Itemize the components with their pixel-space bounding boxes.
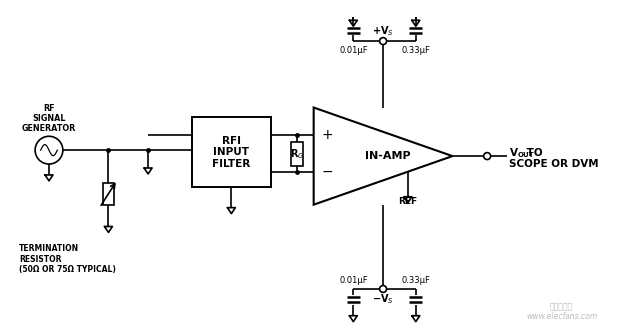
Text: −V$_S$: −V$_S$ — [372, 292, 394, 306]
Text: 0.01μF: 0.01μF — [339, 46, 368, 55]
Text: REF: REF — [398, 197, 417, 206]
Text: 0.33μF: 0.33μF — [401, 275, 430, 284]
Text: 0.01μF: 0.01μF — [339, 275, 368, 284]
Text: RF
SIGNAL
GENERATOR: RF SIGNAL GENERATOR — [22, 104, 76, 133]
Circle shape — [379, 38, 386, 45]
Text: 0.33μF: 0.33μF — [401, 46, 430, 55]
Text: +V$_S$: +V$_S$ — [372, 24, 394, 38]
Text: IN-AMP: IN-AMP — [365, 151, 411, 161]
Text: TO: TO — [523, 148, 543, 158]
Text: −: − — [321, 165, 333, 179]
Text: R$_G$: R$_G$ — [290, 147, 304, 160]
Text: SCOPE OR DVM: SCOPE OR DVM — [509, 159, 599, 169]
Circle shape — [483, 153, 491, 159]
Text: V: V — [510, 148, 518, 158]
Text: 电子发烧友
www.elecfans.com: 电子发烧友 www.elecfans.com — [526, 302, 597, 322]
Text: OUT: OUT — [518, 152, 535, 158]
Text: +: + — [321, 128, 333, 142]
Bar — [103, 183, 114, 205]
Circle shape — [379, 285, 386, 292]
Bar — [192, 118, 271, 187]
Text: RFI
INPUT
FILTER: RFI INPUT FILTER — [212, 136, 250, 169]
Bar — [291, 142, 303, 165]
Text: TERMINATION
RESISTOR
(50Ω OR 75Ω TYPICAL): TERMINATION RESISTOR (50Ω OR 75Ω TYPICAL… — [19, 244, 116, 274]
